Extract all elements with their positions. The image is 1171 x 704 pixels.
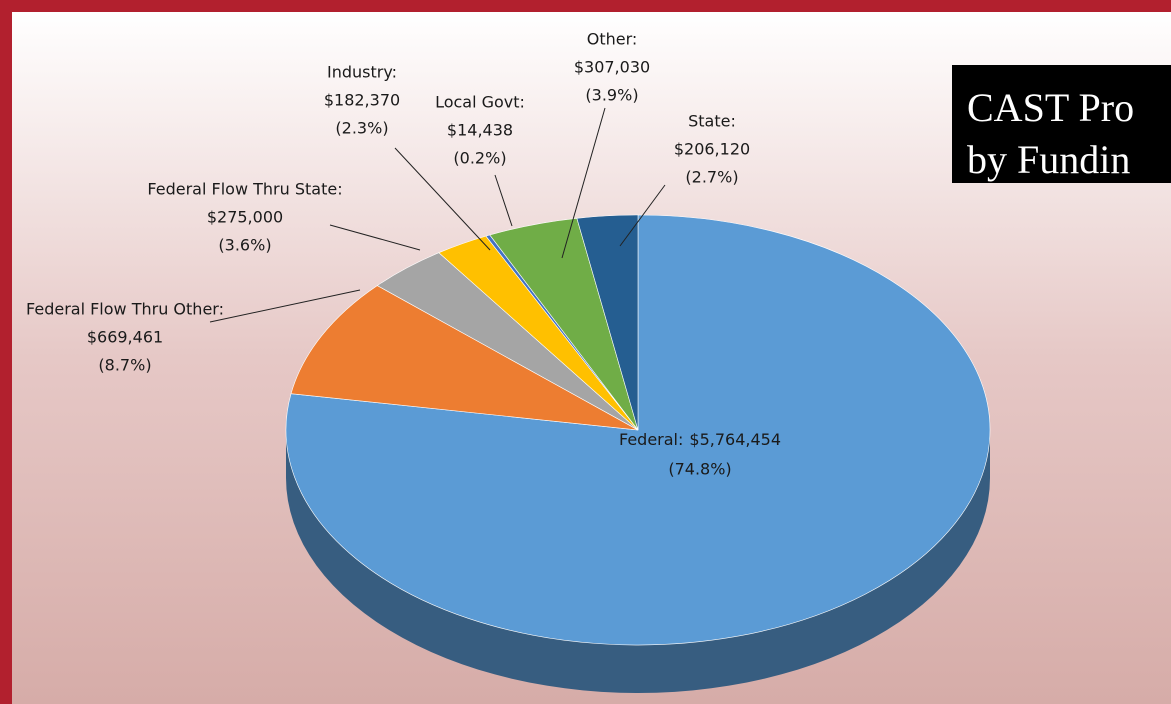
percent-label: (2.3%) [335, 119, 388, 138]
leader-line [494, 174, 513, 227]
title-box [952, 65, 1171, 183]
percent-label: (74.8%) [668, 460, 731, 479]
value-label: $182,370 [324, 91, 400, 110]
category-label: Local Govt: [435, 93, 525, 112]
leader-line [209, 289, 361, 323]
data-label: Federal: $5,764,454 [619, 430, 781, 449]
category-label: Other: [587, 30, 638, 49]
value-label: $14,438 [447, 121, 513, 140]
leader-line [561, 107, 606, 259]
value-label: $206,120 [674, 140, 750, 159]
percent-label: (3.9%) [585, 86, 638, 105]
slice [290, 285, 639, 431]
category-label: Federal: [619, 430, 683, 449]
slice-side [286, 430, 990, 693]
value-label: $275,000 [207, 208, 283, 227]
leader-line [394, 147, 491, 251]
title-line: CAST Pro [967, 85, 1134, 130]
percent-label: (0.2%) [453, 149, 506, 168]
pie [285, 214, 991, 693]
title-line: by Fundin [967, 137, 1130, 182]
category-label: Federal Flow Thru State: [147, 180, 342, 199]
leader-line [619, 184, 666, 247]
category-label: State: [688, 112, 736, 131]
category-label: Federal Flow Thru Other: [26, 300, 224, 319]
percent-label: (8.7%) [98, 356, 151, 375]
value-label: $669,461 [87, 328, 163, 347]
leader-line [329, 224, 421, 251]
percent-label: (3.6%) [218, 236, 271, 255]
value-label: $5,764,454 [689, 430, 781, 449]
percent-label: (2.7%) [685, 168, 738, 187]
slice [285, 214, 991, 646]
category-label: Industry: [327, 63, 397, 82]
slice [576, 214, 639, 431]
value-label: $307,030 [574, 58, 650, 77]
